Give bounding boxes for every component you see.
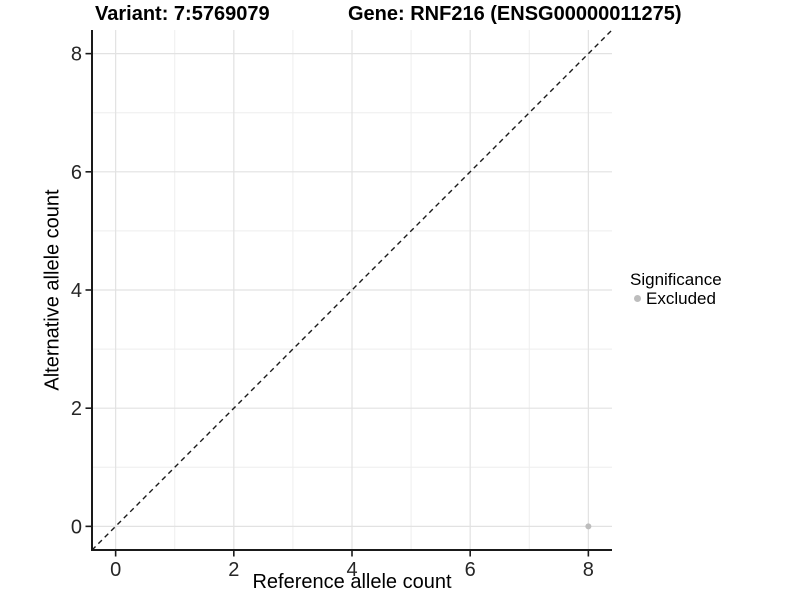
x-axis-title: Reference allele count [252,571,452,593]
identity-reference-line [91,29,613,551]
y-tick-label: 0 [71,516,82,538]
x-tick-label: 2 [228,559,239,581]
y-tick-label: 8 [71,44,82,66]
legend-item-label: Excluded [646,288,716,308]
data-point [585,523,592,530]
plot-title-variant: Variant: 7:5769079 [95,3,270,25]
x-tick-label: 4 [346,559,357,581]
y-tick-label: 4 [71,280,82,302]
y-tick-label: 2 [71,398,82,420]
legend-title: Significance [630,270,722,289]
legend: Significance Excluded [630,270,722,308]
x-tick-label: 0 [110,559,121,581]
plot-title-gene: Gene: RNF216 (ENSG00000011275) [348,3,682,25]
legend-item-excluded: Excluded [630,288,722,308]
x-tick-label: 6 [465,559,476,581]
x-tick-label: 8 [583,559,594,581]
circle-point-icon [633,295,641,302]
y-axis-title: Alternative allele count [41,189,64,391]
legend-key [630,295,644,302]
y-tick-label: 6 [71,162,82,184]
